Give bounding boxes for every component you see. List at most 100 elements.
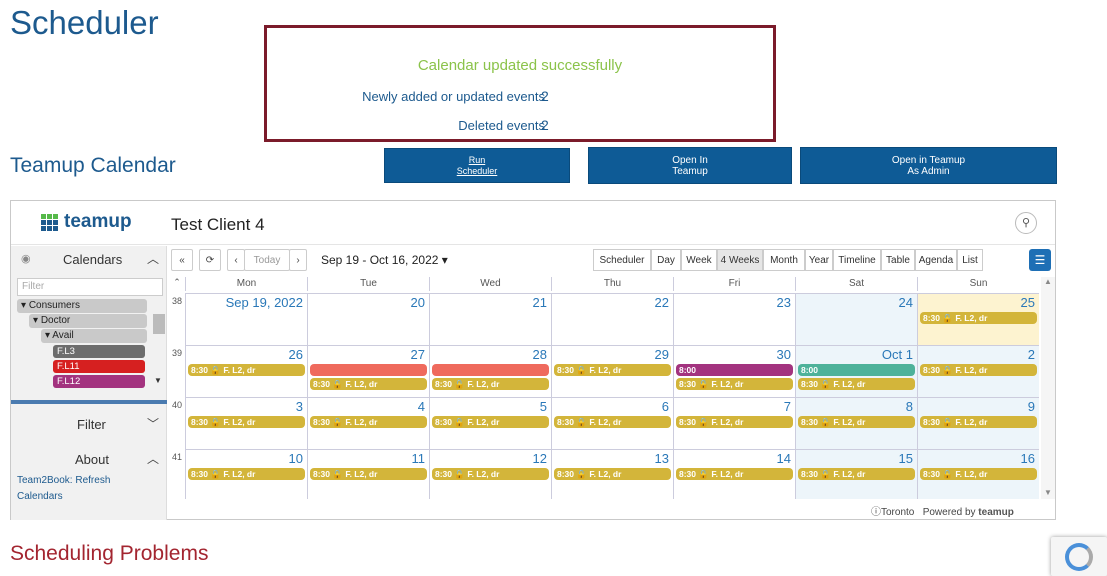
day-cell[interactable]: 30 8:00 8:30 🔒 F. L2, dr xyxy=(673,345,795,397)
calendar-event[interactable]: 8:30 🔒 F. L2, dr xyxy=(920,364,1037,376)
view-timeline-button[interactable]: Timeline xyxy=(833,249,881,271)
view-year-button[interactable]: Year xyxy=(805,249,833,271)
day-number[interactable]: 24 xyxy=(898,295,913,310)
week-number[interactable]: 38 xyxy=(171,296,182,306)
scroll-down-icon[interactable]: ▼ xyxy=(1044,488,1052,497)
day-number[interactable]: 30 xyxy=(776,347,791,362)
collapse-icon[interactable]: ⌃ xyxy=(173,277,181,287)
view-scheduler-button[interactable]: Scheduler xyxy=(593,249,651,271)
search-icon[interactable]: ⚲ xyxy=(1015,212,1037,234)
today-button[interactable]: Today xyxy=(244,249,290,271)
day-cell[interactable]: 20 xyxy=(307,293,429,345)
chevron-down-icon[interactable]: ﹀ xyxy=(146,417,159,431)
calendar-event[interactable]: 8:30 🔒 F. L2, dr xyxy=(676,468,793,480)
calendar-event[interactable]: 8:30 🔒 F. L2, dr xyxy=(554,468,671,480)
calendar-event[interactable]: 8:30 🔒 F. L2, dr xyxy=(798,468,915,480)
calendar-event[interactable]: 8:30 🔒 F. L2, dr xyxy=(188,416,305,428)
day-number[interactable]: 6 xyxy=(661,399,669,414)
day-cell[interactable]: 7 8:30 🔒 F. L2, dr xyxy=(673,397,795,449)
eye-icon[interactable]: ◉ xyxy=(21,253,31,265)
calendar-event[interactable]: 8:30 🔒 F. L2, dr xyxy=(676,378,793,390)
day-cell[interactable]: 16 8:30 🔒 F. L2, dr xyxy=(917,449,1039,499)
open-teamup-admin-button[interactable]: Open in Teamup As Admin xyxy=(800,147,1057,184)
day-number[interactable]: 4 xyxy=(417,399,425,414)
day-number[interactable]: 28 xyxy=(532,347,547,362)
view-month-button[interactable]: Month xyxy=(763,249,805,271)
calendar-event[interactable] xyxy=(310,364,427,376)
view-day-button[interactable]: Day xyxy=(651,249,681,271)
day-number[interactable]: 8 xyxy=(905,399,913,414)
day-cell[interactable]: 25 8:30 🔒 F. L2, dr xyxy=(917,293,1039,345)
day-number[interactable]: 15 xyxy=(898,451,913,466)
day-number[interactable]: 13 xyxy=(654,451,669,466)
day-cell[interactable]: 2 8:30 🔒 F. L2, dr xyxy=(917,345,1039,397)
week-number[interactable]: 41 xyxy=(171,452,182,462)
day-cell[interactable]: 24 xyxy=(795,293,917,345)
timezone-link[interactable]: ⓘToronto xyxy=(871,507,915,518)
double-left-icon[interactable]: « xyxy=(171,249,193,271)
calendar-event[interactable]: 8:30 🔒 F. L2, dr xyxy=(554,364,671,376)
refresh-icon[interactable]: ⟳ xyxy=(199,249,221,271)
calendar-event[interactable]: 8:30 🔒 F. L2, dr xyxy=(920,416,1037,428)
view-agenda-button[interactable]: Agenda xyxy=(915,249,957,271)
day-number[interactable]: 7 xyxy=(783,399,791,414)
calendar-event[interactable]: 8:30 🔒 F. L2, dr xyxy=(554,416,671,428)
filter-section-header[interactable]: Filter ﹀ xyxy=(11,411,167,437)
calendar-filter-input[interactable]: Filter xyxy=(17,278,163,296)
day-number[interactable]: 10 xyxy=(288,451,303,466)
calendar-item-fl3[interactable]: F.L3 xyxy=(53,345,145,358)
day-cell[interactable]: Sep 19, 2022 xyxy=(185,293,307,345)
calendar-event[interactable]: 8:30 🔒 F. L2, dr xyxy=(188,364,305,376)
calendars-section-header[interactable]: ◉ Calendars ︿ xyxy=(11,246,167,272)
calendar-event[interactable]: 8:30 🔒 F. L2, dr xyxy=(432,416,549,428)
refresh-link[interactable]: Team2Book: Refresh Calendars xyxy=(17,473,110,505)
calendar-event[interactable]: 8:30 🔒 F. L2, dr xyxy=(920,468,1037,480)
sidebar-scrollbar[interactable] xyxy=(153,314,165,334)
calendar-event[interactable] xyxy=(432,364,549,376)
day-cell[interactable]: 27 8:30 🔒 F. L2, dr xyxy=(307,345,429,397)
calendar-event[interactable]: 8:30 🔒 F. L2, dr xyxy=(310,378,427,390)
calendar-item-fl12[interactable]: F.L12 xyxy=(53,375,145,388)
calendar-event[interactable]: 8:30 🔒 F. L2, dr xyxy=(432,378,549,390)
calendar-event[interactable]: 8:30 🔒 F. L2, dr xyxy=(798,378,915,390)
recaptcha-badge[interactable] xyxy=(1051,537,1107,576)
day-number[interactable]: 2 xyxy=(1027,347,1035,362)
day-cell[interactable]: 21 xyxy=(429,293,551,345)
day-number[interactable]: Sep 19, 2022 xyxy=(225,295,303,310)
view-list-button[interactable]: List xyxy=(957,249,983,271)
view-table-button[interactable]: Table xyxy=(881,249,915,271)
calendar-event[interactable]: 8:30 🔒 F. L2, dr xyxy=(676,416,793,428)
calendar-event[interactable]: 8:30 🔒 F. L2, dr xyxy=(310,468,427,480)
day-cell[interactable]: 10 8:30 🔒 F. L2, dr xyxy=(185,449,307,499)
view-week-button[interactable]: Week xyxy=(681,249,717,271)
day-number[interactable]: 20 xyxy=(410,295,425,310)
chevron-up-icon[interactable]: ︿ xyxy=(146,252,159,266)
day-cell[interactable]: 22 xyxy=(551,293,673,345)
day-cell[interactable]: 5 8:30 🔒 F. L2, dr xyxy=(429,397,551,449)
day-number[interactable]: 9 xyxy=(1027,399,1035,414)
calendar-event[interactable]: 8:30 🔒 F. L2, dr xyxy=(920,312,1037,324)
day-cell[interactable]: 12 8:30 🔒 F. L2, dr xyxy=(429,449,551,499)
calendar-event[interactable]: 8:00 xyxy=(676,364,793,376)
day-cell[interactable]: 11 8:30 🔒 F. L2, dr xyxy=(307,449,429,499)
tree-doctor[interactable]: ▾ Doctor xyxy=(29,314,147,328)
day-cell[interactable]: 9 8:30 🔒 F. L2, dr xyxy=(917,397,1039,449)
day-number[interactable]: 23 xyxy=(776,295,791,310)
calendar-event[interactable]: 8:30 🔒 F. L2, dr xyxy=(798,416,915,428)
day-cell[interactable]: 8 8:30 🔒 F. L2, dr xyxy=(795,397,917,449)
day-cell[interactable]: 4 8:30 🔒 F. L2, dr xyxy=(307,397,429,449)
day-number[interactable]: 16 xyxy=(1020,451,1035,466)
week-number[interactable]: 40 xyxy=(171,400,182,410)
day-number[interactable]: 26 xyxy=(288,347,303,362)
day-number[interactable]: 25 xyxy=(1020,295,1035,310)
run-scheduler-button[interactable]: Run Scheduler xyxy=(384,148,570,183)
day-number[interactable]: 21 xyxy=(532,295,547,310)
day-number[interactable]: 22 xyxy=(654,295,669,310)
day-cell[interactable]: 15 8:30 🔒 F. L2, dr xyxy=(795,449,917,499)
day-cell[interactable]: 6 8:30 🔒 F. L2, dr xyxy=(551,397,673,449)
day-number[interactable]: 27 xyxy=(410,347,425,362)
calendar-scrollbar[interactable]: ▲ ▼ xyxy=(1041,277,1055,499)
day-number[interactable]: 29 xyxy=(654,347,669,362)
scroll-down-icon[interactable]: ▼ xyxy=(154,376,162,385)
scroll-up-icon[interactable]: ▲ xyxy=(1044,277,1052,286)
